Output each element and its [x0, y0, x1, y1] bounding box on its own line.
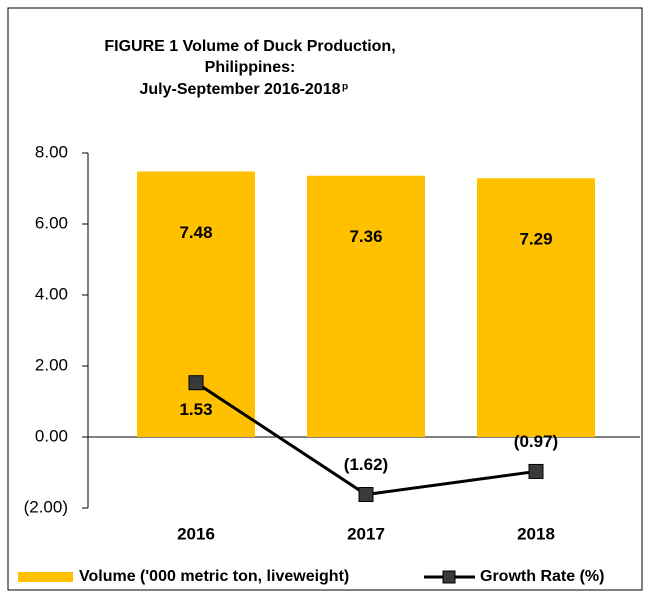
bar: [307, 175, 425, 437]
y-tick-label: 8.00: [35, 142, 68, 161]
y-tick-label: (2.00): [24, 497, 68, 516]
line-value-label: (0.97): [514, 432, 558, 451]
line-marker: [188, 375, 204, 391]
bar-value-label: 7.36: [349, 227, 382, 246]
bar-value-label: 7.48: [179, 223, 212, 242]
y-tick-label: 0.00: [35, 426, 68, 445]
chart-title: FIGURE 1 Volume of Duck Production,: [104, 38, 395, 55]
bar: [477, 178, 595, 437]
line-value-label: (1.62): [344, 455, 388, 474]
x-tick-label: 2016: [177, 524, 215, 543]
legend-label: Growth Rate (%): [480, 568, 604, 585]
title-superscript: p: [342, 82, 348, 93]
bar-value-label: 7.29: [519, 230, 552, 249]
y-tick-label: 6.00: [35, 213, 68, 232]
line-marker: [358, 487, 374, 503]
chart-title: July-September 2016-2018: [140, 81, 341, 98]
line-value-label: 1.53: [179, 400, 212, 419]
bar: [137, 171, 255, 437]
line-marker: [528, 463, 544, 479]
x-tick-label: 2017: [347, 524, 385, 543]
y-tick-label: 2.00: [35, 355, 68, 374]
chart-title: Philippines:: [205, 59, 296, 76]
legend-swatch: [18, 572, 73, 582]
y-tick-label: 4.00: [35, 284, 68, 303]
legend-swatch: [442, 570, 456, 584]
legend-label: Volume ('000 metric ton, liveweight): [79, 568, 349, 585]
x-tick-label: 2018: [517, 524, 555, 543]
